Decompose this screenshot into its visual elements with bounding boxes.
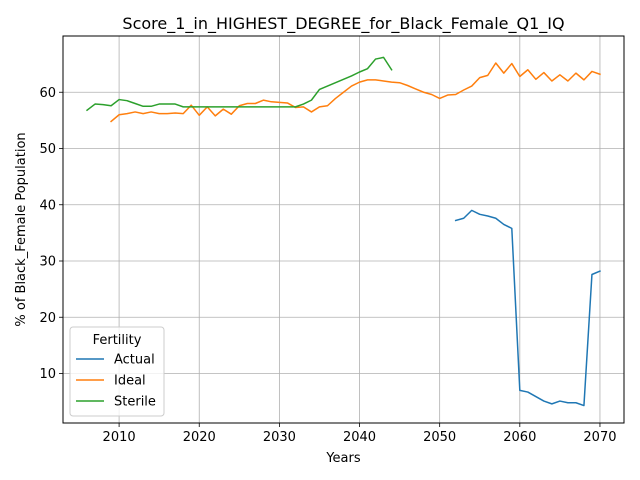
y-tick-label: 20 xyxy=(39,311,56,326)
legend-box xyxy=(69,326,165,417)
legend-label-sterile: Sterile xyxy=(114,395,156,410)
x-tick-label: 2020 xyxy=(183,430,216,445)
y-tick-label: 40 xyxy=(39,198,56,213)
y-tick-label: 60 xyxy=(39,86,56,101)
legend: Fertility Actual Ideal Sterile xyxy=(69,326,165,417)
x-tick-label: 2030 xyxy=(263,430,296,445)
y-tick-label: 10 xyxy=(39,367,56,382)
x-tick-label: 2050 xyxy=(423,430,456,445)
legend-title: Fertility xyxy=(93,333,142,348)
series-line-sterile xyxy=(85,56,393,112)
y-axis-label: % of Black_Female Population xyxy=(14,132,29,326)
legend-label-ideal: Ideal xyxy=(114,374,146,389)
y-tick-label: 50 xyxy=(39,142,56,157)
x-axis-label: Years xyxy=(325,451,361,466)
plot-frame xyxy=(62,35,625,424)
y-tick-label: 30 xyxy=(39,255,56,270)
x-tick-label: 2010 xyxy=(103,430,136,445)
x-tick-label: 2060 xyxy=(503,430,536,445)
legend-entries: Actual Ideal Sterile xyxy=(76,353,156,410)
series-line-actual xyxy=(454,209,601,407)
legend-label-actual: Actual xyxy=(114,353,155,368)
chart-title: Score_1_in_HIGHEST_DEGREE_for_Black_Fema… xyxy=(122,14,564,34)
series-lines xyxy=(85,56,601,407)
x-tick-label: 2070 xyxy=(583,430,616,445)
x-tick-label: 2040 xyxy=(343,430,376,445)
